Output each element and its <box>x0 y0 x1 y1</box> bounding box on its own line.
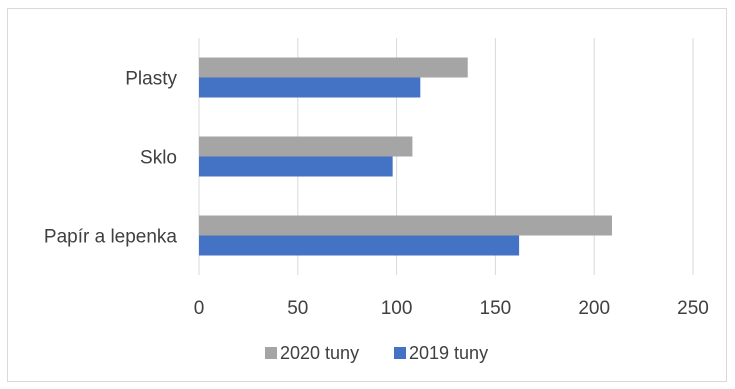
x-tick-label: 0 <box>194 298 205 319</box>
bar-series-2 <box>199 77 421 98</box>
category-labels: Plasty Sklo Papír a lepenka <box>44 69 178 248</box>
bar-series-2 <box>199 235 520 256</box>
x-tick-label: 50 <box>287 298 308 319</box>
x-tick-label: 100 <box>381 298 413 319</box>
category-label: Sklo <box>140 148 177 169</box>
legend-swatch <box>265 347 277 359</box>
x-axis-tick-labels: 0 50 100 150 200 250 <box>194 298 709 319</box>
category-label: Plasty <box>125 69 177 90</box>
bars <box>199 57 612 256</box>
legend-swatch <box>394 347 406 359</box>
legend-label: 2019 tuny <box>409 343 488 363</box>
category-label: Papír a lepenka <box>44 227 178 248</box>
bar-series-1 <box>199 57 468 78</box>
bar-series-2 <box>199 156 393 177</box>
legend: 2020 tuny 2019 tuny <box>265 343 488 363</box>
legend-label: 2020 tuny <box>280 343 359 363</box>
x-tick-label: 150 <box>480 298 512 319</box>
bar-series-1 <box>199 215 612 236</box>
x-tick-label: 250 <box>677 298 709 319</box>
x-tick-label: 200 <box>578 298 610 319</box>
bar-series-1 <box>199 136 413 157</box>
